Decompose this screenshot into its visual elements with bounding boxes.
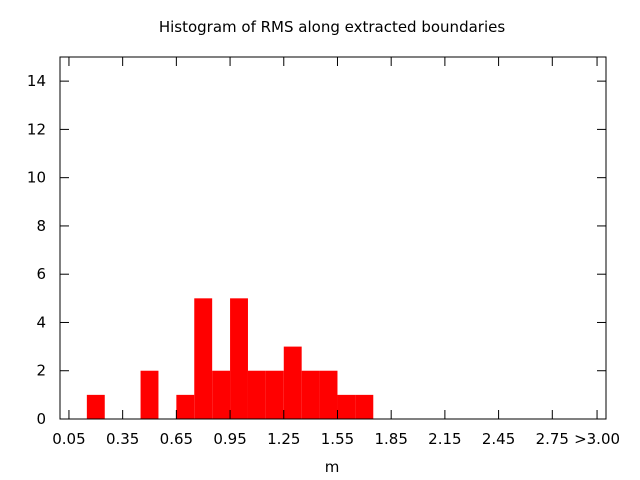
histogram-bar [355, 394, 374, 419]
x-tick-label: 0.65 [160, 430, 193, 448]
y-tick-label: 2 [36, 362, 46, 380]
x-axis-label: m [325, 458, 340, 476]
x-tick-label: 2.75 [536, 430, 569, 448]
histogram-bar [140, 370, 159, 419]
y-axis-ticks: 0 2 4 6 8 10 12 14 [27, 72, 606, 428]
y-tick-label: 10 [27, 169, 46, 187]
x-tick-label: 0.35 [106, 430, 139, 448]
x-tick-label: >3.00 [574, 430, 620, 448]
x-tick-label: 1.55 [321, 430, 354, 448]
y-tick-label: 0 [36, 410, 46, 428]
histogram-bar [283, 346, 302, 419]
y-tick-label: 14 [27, 72, 46, 90]
histogram-bar [301, 370, 320, 419]
x-tick-label: 1.85 [374, 430, 407, 448]
x-axis-ticks: 0.05 0.35 0.65 0.95 1.25 1.55 1.85 2.15 2.45 2.75… [52, 57, 620, 448]
x-tick-label: 0.95 [213, 430, 246, 448]
histogram-bar [212, 370, 231, 419]
histogram-bar [86, 394, 105, 419]
plot-frame [59, 56, 607, 420]
y-tick-label: 6 [36, 265, 46, 283]
histogram-bar [176, 394, 195, 419]
x-tick-label: 2.45 [482, 430, 515, 448]
histogram-bar [337, 394, 356, 419]
histogram-bar [319, 370, 338, 419]
histogram-bar [265, 370, 284, 419]
y-tick-label: 8 [36, 217, 46, 235]
y-tick-label: 4 [36, 313, 46, 331]
y-tick-label: 12 [27, 120, 46, 138]
bars-group [86, 298, 374, 419]
chart-title: Histogram of RMS along extracted boundar… [159, 18, 506, 36]
x-tick-label: 2.15 [428, 430, 461, 448]
x-tick-label: 1.25 [267, 430, 300, 448]
x-tick-label: 0.05 [52, 430, 85, 448]
histogram-bar [194, 298, 213, 419]
histogram-bar [230, 298, 248, 419]
histogram-bar [247, 370, 266, 419]
